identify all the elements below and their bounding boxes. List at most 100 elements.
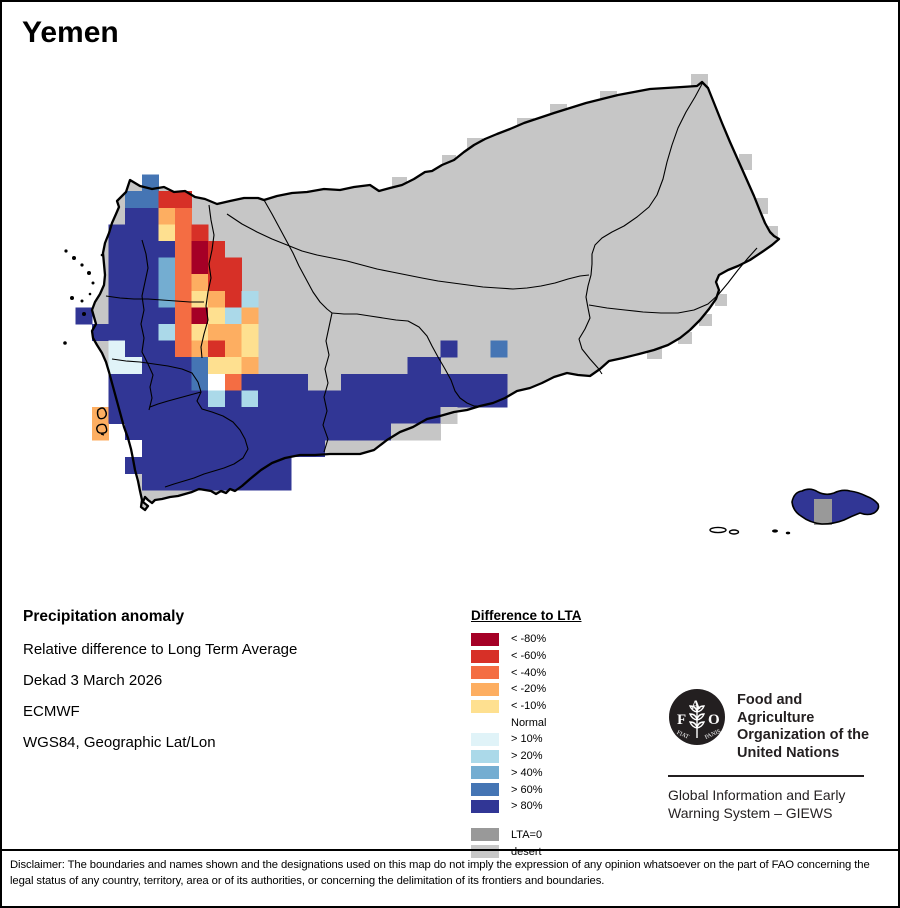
anomaly-cell: [241, 340, 259, 358]
anomaly-cell: [291, 407, 309, 424]
legend-item: desert: [471, 843, 582, 860]
anomaly-cell: [191, 440, 209, 458]
anomaly-cell: [141, 257, 159, 275]
anomaly-cell: [208, 340, 226, 358]
anomaly-cell: [125, 191, 143, 209]
anomaly-cell: [191, 290, 209, 308]
legend-item: > 10%: [471, 731, 582, 748]
anomaly-cell: [108, 340, 126, 358]
anomaly-cell: [224, 307, 242, 325]
legend-swatch: [471, 699, 499, 713]
anomaly-cell: [307, 423, 325, 441]
anomaly-cell: [341, 423, 358, 441]
anomaly-cell: [175, 407, 192, 424]
legend-label: desert: [511, 845, 542, 858]
fao-letter-f: F: [677, 712, 686, 728]
anomaly-cell: [191, 324, 209, 341]
legend-swatch: [471, 649, 499, 663]
anomaly-cell: [175, 224, 192, 242]
legend-swatch: [471, 716, 499, 730]
anomaly-cell: [108, 241, 126, 258]
anomaly-cell: [175, 423, 192, 441]
anomaly-cell: [208, 423, 226, 441]
anomaly-cell: [141, 440, 159, 458]
anomaly-cell: [158, 257, 176, 275]
anomaly-cell: [158, 340, 176, 358]
anomaly-cell: [224, 340, 242, 358]
anomaly-cell: [241, 407, 259, 424]
legend-label: < -20%: [511, 683, 547, 696]
anomaly-cell: [324, 390, 342, 408]
anomaly-cell: [357, 373, 375, 391]
fao-letter-a: A: [691, 697, 701, 712]
anomaly-cell: [108, 290, 126, 308]
anomaly-cell: [125, 324, 143, 341]
fao-org-name: Food and Agriculture Organization of the…: [737, 692, 870, 762]
anomaly-cell: [241, 307, 259, 325]
anomaly-cell: [258, 373, 275, 391]
legend-item: < -10%: [471, 698, 582, 715]
anomaly-cell: [141, 191, 159, 209]
anomaly-cell: [274, 440, 292, 458]
anomaly-cell: [224, 373, 242, 391]
fao-motto-fiat: FIAT: [676, 730, 690, 741]
anomaly-cell: [224, 324, 242, 341]
anomaly-cell: [490, 340, 508, 358]
anomaly-cell: [374, 423, 392, 441]
legend-swatch: [471, 732, 499, 746]
anomaly-cell: [158, 207, 176, 225]
anomaly-cell: [307, 390, 325, 408]
anomaly-cell: [175, 207, 192, 225]
anomaly-cell: [158, 224, 176, 242]
giews-name: Global Information and Early Warning Sys…: [668, 786, 846, 821]
anomaly-cell: [191, 241, 209, 258]
anomaly-cell: [125, 340, 143, 358]
disclaimer-text: Disclaimer: The boundaries and names sho…: [2, 849, 898, 906]
legend-label: > 10%: [511, 733, 543, 746]
anomaly-cell: [175, 257, 192, 275]
anomaly-cell: [291, 390, 309, 408]
legend-swatch: [471, 682, 499, 696]
anomaly-cell: [473, 390, 491, 408]
anomaly-cell: [175, 324, 192, 341]
anomaly-cell: [258, 407, 275, 424]
anomaly-cell: [158, 456, 176, 474]
anomaly-cell: [241, 456, 259, 474]
anomaly-cell: [141, 390, 159, 408]
anomaly-cell: [424, 373, 441, 391]
anomaly-cell: [274, 473, 292, 491]
anomaly-cell: [125, 224, 143, 242]
anomaly-cell: [440, 340, 458, 358]
anomaly-cell: [158, 373, 176, 391]
anomaly-cell: [191, 407, 209, 424]
yemen-map: [63, 74, 880, 535]
country-boundary: [90, 80, 781, 512]
anomaly-cell: [191, 307, 209, 325]
anomaly-cell: [241, 357, 259, 375]
legend-swatch: [471, 845, 499, 859]
anomaly-cell: [291, 373, 309, 391]
anomaly-cell: [224, 440, 242, 458]
legend-label: < -40%: [511, 666, 547, 679]
anomaly-cell: [191, 423, 209, 441]
anomaly-cell: [92, 407, 109, 424]
legend-item: < -60%: [471, 648, 582, 665]
fao-letter-o: O: [708, 712, 720, 728]
anomaly-cell: [241, 324, 259, 341]
info-source: ECMWF: [23, 703, 80, 720]
anomaly-cell: [191, 257, 209, 275]
anomaly-cell: [374, 390, 392, 408]
anomaly-cell: [175, 456, 192, 474]
anomaly-cell: [141, 324, 159, 341]
legend-label: > 40%: [511, 766, 543, 779]
legend-item: < -20%: [471, 681, 582, 698]
anomaly-cell: [208, 274, 226, 292]
anomaly-cell: [158, 390, 176, 408]
anomaly-cell: [324, 423, 342, 441]
anomaly-cell: [191, 456, 209, 474]
anomaly-cell: [208, 324, 226, 341]
anomaly-cell: [141, 456, 159, 474]
anomaly-cell: [241, 390, 259, 408]
anomaly-cell: [424, 390, 441, 408]
anomaly-cell: [208, 357, 226, 375]
